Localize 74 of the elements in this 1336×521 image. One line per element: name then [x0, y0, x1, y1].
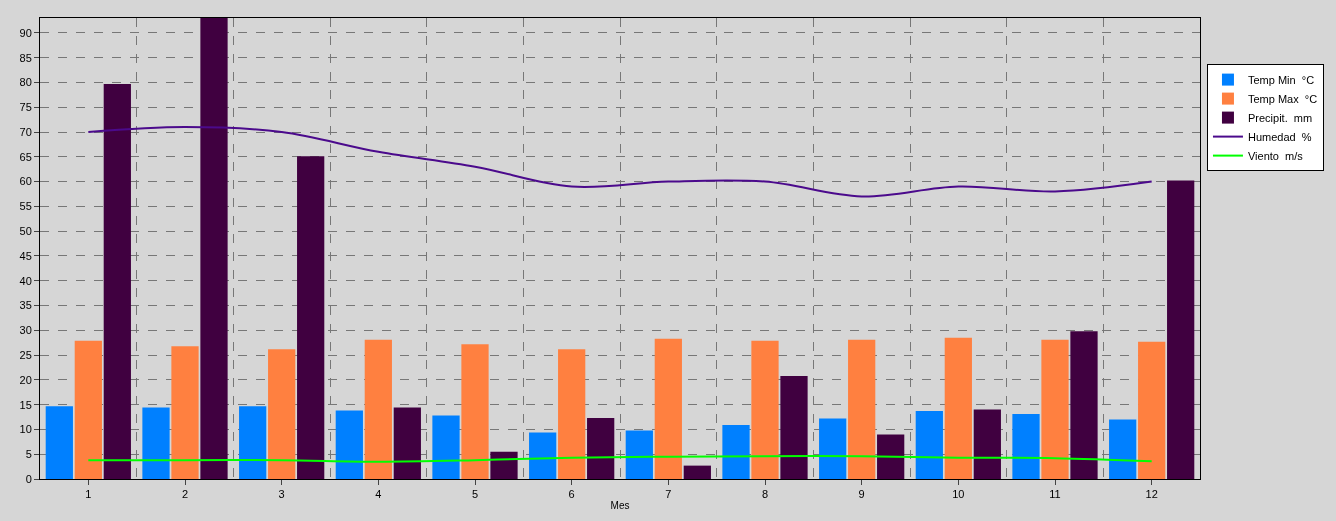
- bar: [819, 418, 847, 479]
- x-tick-label: 6: [568, 488, 575, 501]
- bar: [654, 338, 682, 479]
- bar: [461, 344, 489, 479]
- bar: [1012, 414, 1040, 479]
- legend-label: Viento m/s: [1247, 149, 1304, 162]
- y-tick-label: 10: [19, 423, 32, 436]
- bar: [142, 407, 170, 479]
- bar: [1167, 180, 1195, 479]
- legend-label: Temp Max °C: [1247, 92, 1318, 105]
- y-tick-label: 85: [19, 51, 32, 64]
- legend-label: Precipit. mm: [1247, 111, 1313, 124]
- y-tick-label: 80: [19, 76, 32, 89]
- y-tick-label: 70: [19, 125, 32, 138]
- bar: [103, 83, 131, 479]
- y-tick-label: 30: [19, 324, 32, 337]
- x-tick-label: 9: [858, 488, 865, 501]
- bar: [74, 340, 102, 479]
- y-tick-label: 90: [19, 26, 32, 39]
- y-tick-label: 55: [19, 200, 32, 213]
- bar: [1041, 339, 1069, 479]
- y-tick-label: 65: [19, 150, 32, 163]
- bar: [171, 346, 199, 479]
- legend-label: Temp Min °C: [1247, 73, 1315, 86]
- x-tick-label: 11: [1049, 488, 1061, 501]
- y-tick-label: 60: [19, 175, 32, 188]
- y-tick-label: 15: [19, 398, 32, 411]
- y-tick-label: 45: [19, 249, 32, 262]
- bar: [751, 340, 779, 479]
- y-tick-label: 0: [25, 472, 32, 485]
- x-tick-label: 5: [471, 488, 479, 501]
- y-tick-label: 5: [25, 448, 32, 461]
- bar: [558, 349, 586, 479]
- y-tick-label: 40: [19, 274, 32, 287]
- x-tick-label: 12: [1145, 488, 1158, 501]
- bar: [1070, 331, 1098, 479]
- x-tick-label: 10: [952, 488, 965, 501]
- bar: [1138, 341, 1166, 479]
- bar: [915, 411, 943, 479]
- bar: [780, 375, 808, 479]
- y-tick-label: 35: [19, 299, 32, 312]
- y-tick-label: 75: [19, 101, 32, 114]
- bar: [297, 156, 325, 479]
- bar: [200, 18, 228, 479]
- x-tick-label: 8: [761, 488, 769, 501]
- bar: [587, 418, 615, 479]
- bar: [1109, 419, 1137, 479]
- bar: [529, 432, 557, 479]
- bar: [973, 409, 1001, 479]
- legend-label: Humedad %: [1247, 130, 1312, 143]
- line-series: [87, 126, 1153, 198]
- bar: [877, 434, 905, 479]
- bar: [335, 410, 363, 479]
- x-tick-label: 4: [375, 488, 382, 501]
- bar: [268, 349, 296, 479]
- bar: [722, 424, 750, 479]
- bar: [625, 430, 653, 479]
- x-axis-title: Mes: [610, 499, 630, 511]
- bar: [848, 339, 876, 479]
- y-tick-label: 50: [19, 225, 32, 237]
- bar: [432, 415, 460, 479]
- bar: [45, 406, 73, 479]
- bar: [364, 339, 392, 479]
- x-tick-label: 2: [181, 488, 189, 501]
- bar: [490, 451, 518, 479]
- x-tick-label: 1: [85, 488, 92, 501]
- y-tick-label: 25: [19, 348, 32, 361]
- x-tick-label: 3: [278, 488, 285, 501]
- y-tick-label: 20: [19, 373, 32, 386]
- x-tick-label: 7: [665, 488, 672, 501]
- bar: [239, 406, 267, 479]
- bar: [393, 407, 421, 479]
- bar: [944, 337, 972, 479]
- bar: [683, 465, 711, 479]
